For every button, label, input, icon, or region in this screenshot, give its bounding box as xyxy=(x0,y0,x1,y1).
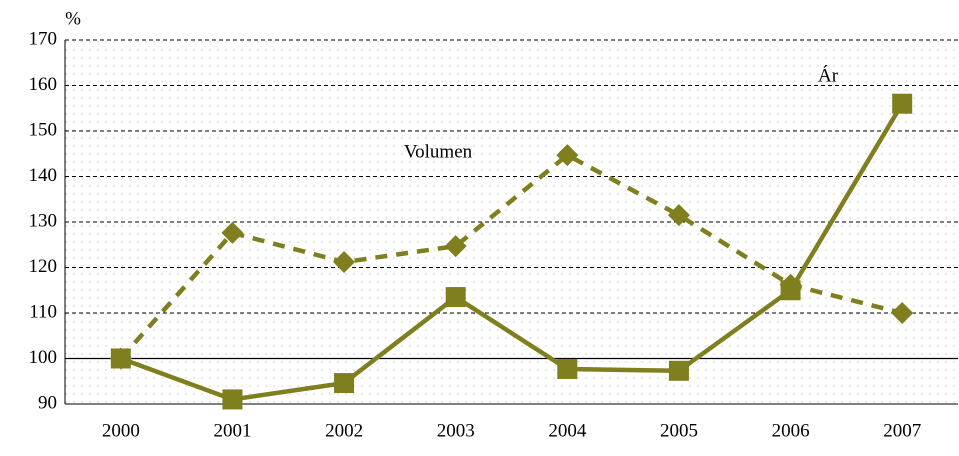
y-tick-label: 160 xyxy=(29,74,58,95)
marker xyxy=(557,358,578,379)
series-label: Ár xyxy=(818,64,839,86)
x-tick-label: 2002 xyxy=(325,420,363,441)
y-axis-label: % xyxy=(65,8,81,29)
marker xyxy=(892,93,913,114)
marker xyxy=(667,204,690,227)
y-tick-label: 170 xyxy=(29,28,58,49)
marker xyxy=(333,251,356,274)
y-tick-label: 130 xyxy=(29,210,58,231)
x-tick-label: 2000 xyxy=(102,420,140,441)
x-tick-label: 2005 xyxy=(660,420,698,441)
y-tick-label: 110 xyxy=(29,301,57,322)
x-tick-label: 2003 xyxy=(437,420,475,441)
series-line xyxy=(120,102,905,402)
marker xyxy=(445,287,466,308)
y-tick-label: 150 xyxy=(29,119,58,140)
y-tick-label: 90 xyxy=(38,392,57,413)
y-tick-label: 140 xyxy=(29,165,58,186)
marker xyxy=(222,389,243,410)
x-tick-label: 2006 xyxy=(772,420,810,441)
marker xyxy=(444,235,467,258)
marker xyxy=(668,360,689,381)
series-label: Volumen xyxy=(404,141,473,162)
y-tick-label: 120 xyxy=(29,256,58,277)
marker xyxy=(109,347,132,370)
marker xyxy=(556,144,579,167)
marker xyxy=(891,302,914,324)
marker xyxy=(779,273,802,296)
marker xyxy=(221,221,244,244)
series-line xyxy=(119,152,903,360)
x-tick-label: 2007 xyxy=(883,420,921,441)
x-tick-label: 2001 xyxy=(213,420,251,441)
x-tick-label: 2004 xyxy=(548,420,587,441)
y-tick-label: 100 xyxy=(29,347,58,368)
marker xyxy=(334,373,355,394)
